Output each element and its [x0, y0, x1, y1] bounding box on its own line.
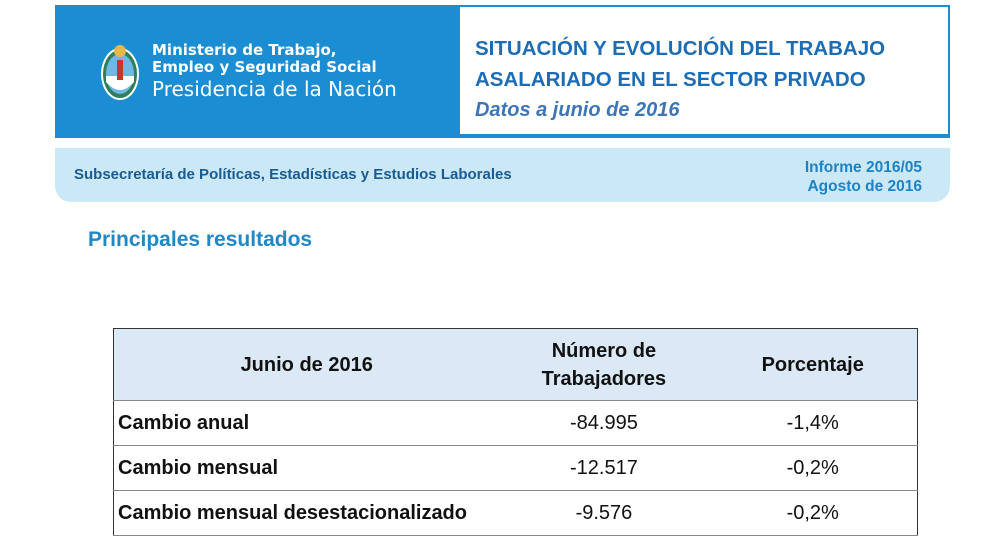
report-title-box: SITUACIÓN Y EVOLUCIÓN DEL TRABAJO ASALAR… — [460, 7, 948, 134]
workers-value: -84.995 — [499, 400, 709, 446]
table-row: Cambio mensual -12.517 -0,2% — [113, 445, 918, 491]
report-title-line1: SITUACIÓN Y EVOLUCIÓN DEL TRABAJO — [475, 37, 886, 60]
column-header: Porcentaje — [708, 328, 918, 401]
table-row: Cambio anual -84.995 -1,4% — [113, 400, 918, 446]
section-title: Principales resultados — [88, 228, 313, 251]
workers-value: -9.576 — [499, 490, 709, 536]
row-label: Cambio anual — [113, 400, 500, 446]
subheader-bar: Subsecretaría de Políticas, Estadísticas… — [55, 148, 950, 202]
office-name: Subsecretaría de Políticas, Estadísticas… — [74, 166, 512, 183]
report-date: Agosto de 2016 — [807, 178, 922, 195]
percent-value: -1,4% — [708, 400, 918, 446]
ministry-line1: Ministerio de Trabajo, — [152, 41, 337, 59]
report-number: Informe 2016/05 — [804, 159, 922, 176]
ministry-line3: Presidencia de la Nación — [152, 77, 397, 101]
table-header-row: Junio de 2016 Número de Trabajadores Por… — [113, 328, 918, 401]
row-label: Cambio mensual desestacionalizado — [113, 490, 500, 536]
column-header: Número de Trabajadores — [499, 328, 709, 401]
row-label: Cambio mensual — [113, 445, 500, 491]
header-banner: Ministerio de Trabajo, Empleo y Segurida… — [55, 5, 950, 138]
coat-of-arms-logo — [101, 45, 139, 100]
report-subtitle: Datos a junio de 2016 — [475, 99, 680, 121]
percent-value: -0,2% — [708, 445, 918, 491]
percent-value: -0,2% — [708, 490, 918, 536]
results-table: Junio de 2016 Número de Trabajadores Por… — [113, 328, 918, 536]
report-info: Informe 2016/05 Agosto de 2016 — [805, 158, 922, 196]
table-row: Cambio mensual desestacionalizado -9.576… — [113, 490, 918, 536]
workers-value: -12.517 — [499, 445, 709, 491]
column-header: Junio de 2016 — [113, 328, 500, 401]
ministry-line2: Empleo y Seguridad Social — [152, 58, 377, 76]
report-title-line2: ASALARIADO EN EL SECTOR PRIVADO — [475, 68, 866, 91]
